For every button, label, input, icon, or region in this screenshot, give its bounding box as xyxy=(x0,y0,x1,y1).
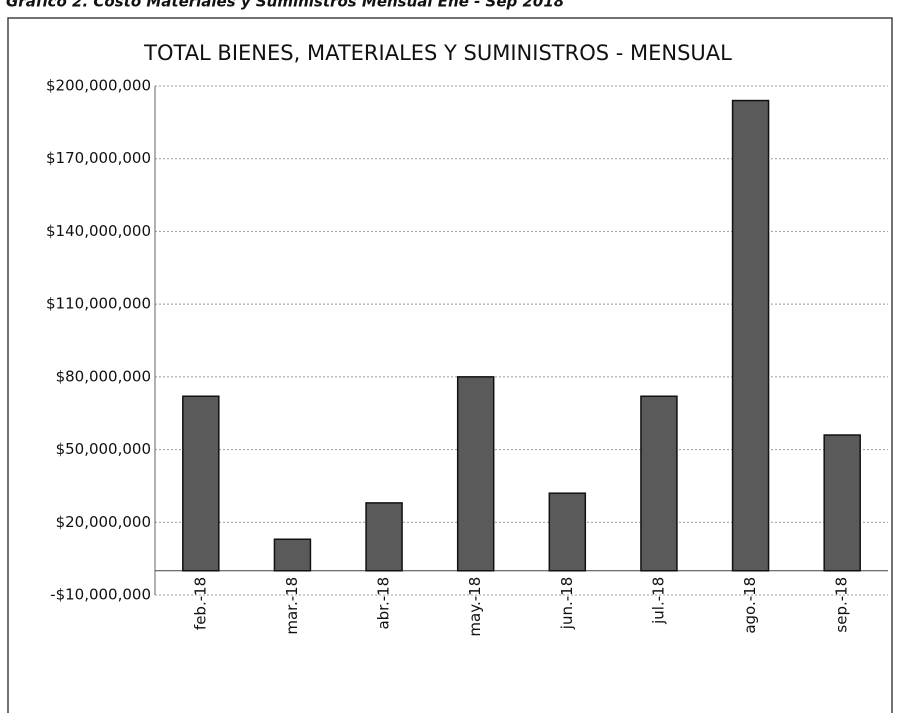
bar xyxy=(548,492,587,572)
bar xyxy=(640,395,678,572)
y-tick-label: $200,000,000 xyxy=(46,77,151,95)
y-tick-label: $50,000,000 xyxy=(56,440,151,458)
bar xyxy=(182,395,220,572)
y-tick-label: -$10,000,000 xyxy=(50,586,151,604)
x-tick-label: sep.-18 xyxy=(833,577,851,633)
y-tick-label: $110,000,000 xyxy=(46,295,151,313)
x-tick-label: jun.-18 xyxy=(558,577,576,630)
bar xyxy=(731,99,770,572)
x-tick-label: mar.-18 xyxy=(283,577,301,635)
bar xyxy=(456,376,495,572)
chart-title: TOTAL BIENES, MATERIALES Y SUMINISTROS -… xyxy=(143,41,732,65)
y-tick-label: $170,000,000 xyxy=(46,149,151,167)
x-tick-label: may.-18 xyxy=(466,577,484,637)
x-tick-label: abr.-18 xyxy=(375,577,393,630)
caption: Gráfico 2. Costo Materiales y Suministro… xyxy=(6,0,564,11)
x-tick-label: jul.-18 xyxy=(649,577,667,625)
x-tick-label: feb.-18 xyxy=(191,577,209,630)
y-tick-label: $20,000,000 xyxy=(56,513,151,531)
y-tick-label: $80,000,000 xyxy=(56,367,151,385)
y-tick-label: $140,000,000 xyxy=(46,222,151,240)
bar xyxy=(365,502,403,572)
bar xyxy=(823,434,861,572)
bar xyxy=(273,538,312,572)
x-tick-label: ago.-18 xyxy=(741,577,759,634)
